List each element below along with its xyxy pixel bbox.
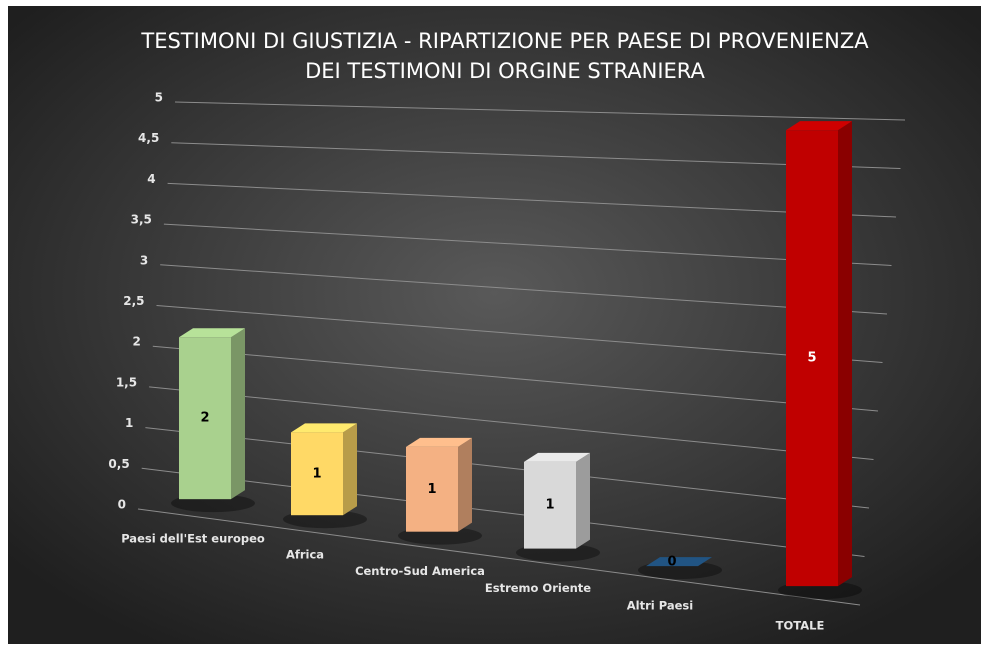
y-tick-label: 1 [125, 416, 133, 430]
x-tick-label: Centro-Sud America [355, 564, 485, 578]
grid-line [171, 142, 901, 169]
chart-title: DEI TESTIMONI DI ORGINE STRANIERA [305, 59, 705, 83]
chart-title: TESTIMONI DI GIUSTIZIA - RIPARTIZIONE PE… [140, 29, 869, 53]
bar [786, 130, 838, 587]
bar-top [406, 437, 472, 447]
grid-line [160, 264, 888, 315]
x-tick-label: Africa [286, 548, 324, 562]
grid-line [152, 345, 879, 412]
y-tick-label: 3 [140, 253, 148, 267]
bar [179, 337, 231, 500]
bar-side [576, 452, 590, 549]
y-tick-label: 1,5 [116, 375, 137, 389]
y-tick-label: 0,5 [108, 457, 129, 471]
grid-line [145, 427, 870, 509]
y-tick-label: 3,5 [131, 213, 152, 227]
y-tick-label: 5 [155, 91, 163, 105]
bar-side [343, 423, 357, 516]
data-label: 5 [807, 351, 816, 366]
y-tick-label: 0 [118, 498, 126, 512]
data-label: 0 [667, 555, 676, 570]
grid-line [149, 386, 874, 460]
grid-line [167, 182, 897, 218]
x-tick-label: TOTALE [776, 619, 825, 633]
bar-top [291, 423, 357, 433]
y-tick-label: 2,5 [123, 294, 144, 308]
data-label: 1 [545, 498, 554, 513]
bar [524, 461, 576, 549]
bar-side [838, 121, 852, 587]
bar [291, 432, 343, 516]
x-tick-label: Altri Paesi [627, 599, 693, 613]
bar-top [786, 121, 852, 131]
bar-top [179, 328, 245, 338]
data-label: 1 [312, 466, 321, 481]
y-tick-label: 2 [132, 335, 140, 349]
bar-side [458, 437, 472, 532]
x-tick-label: Estremo Oriente [485, 581, 591, 595]
grid-line [156, 305, 883, 363]
y-tick-label: 4 [147, 172, 155, 186]
grid-line [163, 223, 892, 266]
bar-top [524, 452, 590, 462]
bar-top [646, 557, 712, 567]
data-label: 1 [427, 482, 436, 497]
bar [406, 446, 458, 532]
grid-line [174, 101, 906, 121]
data-label: 2 [200, 411, 209, 426]
y-tick-label: 4,5 [138, 131, 159, 145]
x-tick-label: Paesi dell'Est europeo [121, 532, 265, 546]
bar-side [231, 328, 245, 500]
grid-line [141, 467, 865, 557]
grid-line [137, 508, 861, 606]
